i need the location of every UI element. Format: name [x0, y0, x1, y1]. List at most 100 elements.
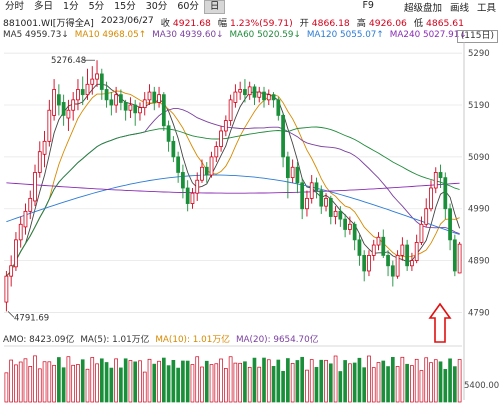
period-count-button[interactable]: (115日)	[456, 30, 498, 43]
tab-15min[interactable]: 15分	[114, 1, 136, 12]
amo-ma5: MA(5): 1.01万亿	[80, 335, 150, 345]
candle-body	[147, 91, 152, 101]
volume-bar	[157, 360, 161, 403]
ma120-line	[6, 174, 460, 235]
candle-body	[400, 244, 405, 256]
low-value: 4865.61	[426, 18, 464, 29]
high-value: 4926.06	[368, 18, 407, 29]
volume-bar	[390, 357, 395, 403]
tab-daily[interactable]: 日	[203, 0, 226, 14]
high-label: 高	[356, 18, 366, 29]
candle-body	[386, 255, 390, 267]
candle-body	[176, 156, 181, 173]
volume-bar	[47, 361, 52, 403]
volume-bar	[76, 364, 80, 403]
candle-body	[452, 239, 457, 272]
open-label: 开	[299, 18, 309, 29]
volume-bar	[28, 366, 33, 403]
candle-body	[138, 107, 142, 114]
tab-60min[interactable]: 60分	[177, 1, 199, 12]
volume-bar	[9, 359, 13, 403]
volume-bar	[80, 359, 85, 403]
candle-body	[371, 244, 376, 256]
volume-bar	[247, 366, 252, 403]
candle-body	[14, 239, 18, 268]
draw-line-button[interactable]: 画线	[449, 3, 469, 14]
candle-body	[85, 83, 90, 96]
volume-bar	[453, 366, 457, 403]
volume-bar	[266, 359, 271, 403]
ma-legend: MA5 4959.73↓ MA10 4968.05↑ MA30 4939.60↓…	[0, 30, 500, 43]
volume-bar	[457, 359, 462, 403]
volume-bar	[66, 356, 71, 403]
volume-bar	[228, 356, 233, 403]
candle-body	[276, 99, 281, 116]
candle-body	[195, 179, 200, 194]
volume-bar	[204, 360, 209, 403]
volume-bar	[429, 362, 433, 403]
tools-button[interactable]: 工具	[476, 3, 496, 14]
candle-body	[381, 236, 386, 256]
candle-body	[433, 172, 438, 189]
volume-bar	[23, 358, 28, 403]
candle-body	[76, 89, 80, 101]
candle-body	[438, 172, 443, 179]
candle-body	[338, 210, 343, 220]
volume-bar	[443, 369, 448, 403]
volume-bar	[161, 357, 166, 403]
candle-body	[166, 125, 171, 142]
volume-bar	[405, 363, 409, 403]
volume-bar	[367, 355, 371, 403]
volume-bar	[85, 368, 90, 403]
candle-body	[90, 78, 95, 85]
candle-body	[419, 223, 424, 243]
candle-body	[123, 102, 128, 111]
volume-bar	[152, 363, 157, 403]
volume-bar	[181, 360, 185, 403]
volume-bar	[195, 356, 200, 403]
tab-1min[interactable]: 1分	[63, 1, 79, 12]
candle-body	[333, 210, 338, 217]
volume-bar	[52, 364, 56, 403]
tab-intraday[interactable]: 分时	[5, 1, 25, 12]
candle-body	[314, 182, 319, 191]
tab-5min[interactable]: 5分	[88, 1, 105, 12]
volume-bar	[166, 365, 171, 403]
security-code: 881001.WI[万得全A]	[3, 18, 94, 29]
candle-body	[247, 86, 252, 96]
candle-body	[161, 94, 166, 127]
volume-bar	[348, 363, 352, 403]
volume-bar	[438, 361, 443, 403]
volume-bar	[138, 360, 142, 403]
volume-bar	[128, 360, 133, 403]
volume-bar	[319, 359, 324, 403]
candle-body	[410, 260, 414, 267]
candle-body	[190, 192, 195, 204]
candle-body	[42, 140, 47, 155]
open-value: 4866.18	[311, 18, 350, 29]
candle-body	[9, 265, 14, 277]
candle-body	[343, 218, 347, 230]
y-tick-label: 4990	[468, 205, 490, 215]
super-overlay-button[interactable]: 超级盘加	[403, 3, 442, 14]
candle-body	[252, 86, 257, 98]
amo-legend: AMO: 8423.09亿 MA(5): 1.01万亿 MA(10): 1.01…	[0, 332, 500, 345]
ma5-legend: MA5 4959.73↓	[3, 30, 69, 40]
candle-body	[219, 130, 223, 147]
volume-bar	[114, 358, 118, 403]
volume-bar	[252, 357, 257, 403]
f9-button[interactable]: F9	[362, 0, 374, 11]
volume-bar	[419, 370, 424, 403]
candle-body	[257, 91, 262, 98]
candle-body	[99, 73, 104, 90]
candle-body	[200, 166, 204, 181]
candle-body	[357, 239, 362, 256]
candle-body	[37, 151, 42, 173]
tab-30min[interactable]: 30分	[145, 1, 168, 12]
candle-body	[266, 94, 271, 101]
ma120-legend: MA120 5055.07↑	[306, 30, 384, 40]
volume-bar	[123, 358, 128, 403]
volume-bar	[33, 355, 37, 403]
tab-multiday[interactable]: 多日	[34, 1, 54, 12]
